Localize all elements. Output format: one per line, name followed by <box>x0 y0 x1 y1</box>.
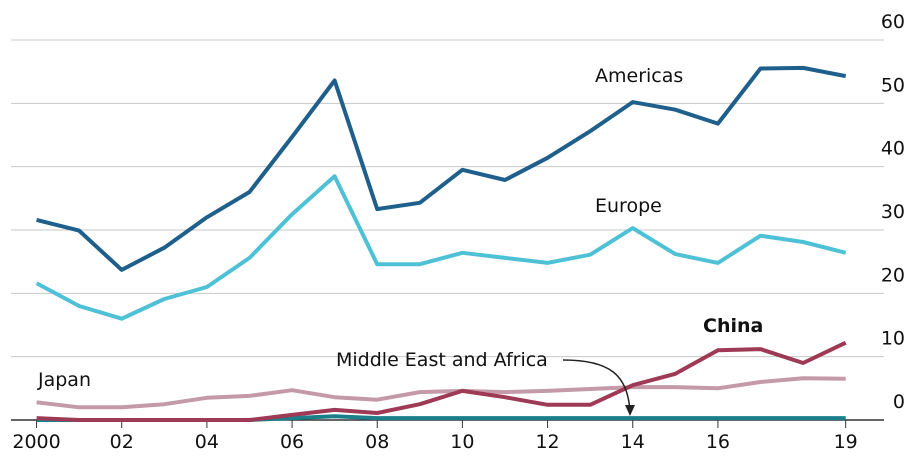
series-label: Americas <box>595 65 683 87</box>
y-tick-label: 60 <box>881 11 905 33</box>
y-tick-label: 40 <box>881 138 905 160</box>
x-tick-label: 2000 <box>12 431 60 453</box>
x-tick-label: 06 <box>280 431 304 453</box>
x-tick-label: 19 <box>834 431 858 453</box>
series-line <box>36 65 847 272</box>
x-tick-label: 08 <box>365 431 389 453</box>
y-tick-label: 0 <box>893 391 905 413</box>
series-label: Europe <box>595 195 662 217</box>
y-tick-label: 20 <box>881 264 905 286</box>
x-tick-label: 10 <box>450 431 474 453</box>
leader-arrow <box>625 405 635 416</box>
y-tick-label: 10 <box>881 328 905 350</box>
series-line <box>36 340 847 422</box>
series-line <box>36 376 846 410</box>
x-tick-label: 16 <box>706 431 730 453</box>
x-tick-label: 04 <box>195 431 219 453</box>
series-label: Middle East and Africa <box>336 349 548 371</box>
x-tick-label: 02 <box>110 431 134 453</box>
series-label: China <box>703 315 763 337</box>
x-tick-label: 14 <box>621 431 645 453</box>
y-tick-label: 30 <box>881 201 905 223</box>
series-label: Japan <box>37 369 91 391</box>
series-line <box>35 174 847 321</box>
x-tick-label: 12 <box>535 431 559 453</box>
y-tick-label: 50 <box>881 74 905 96</box>
leader-line <box>562 359 631 413</box>
